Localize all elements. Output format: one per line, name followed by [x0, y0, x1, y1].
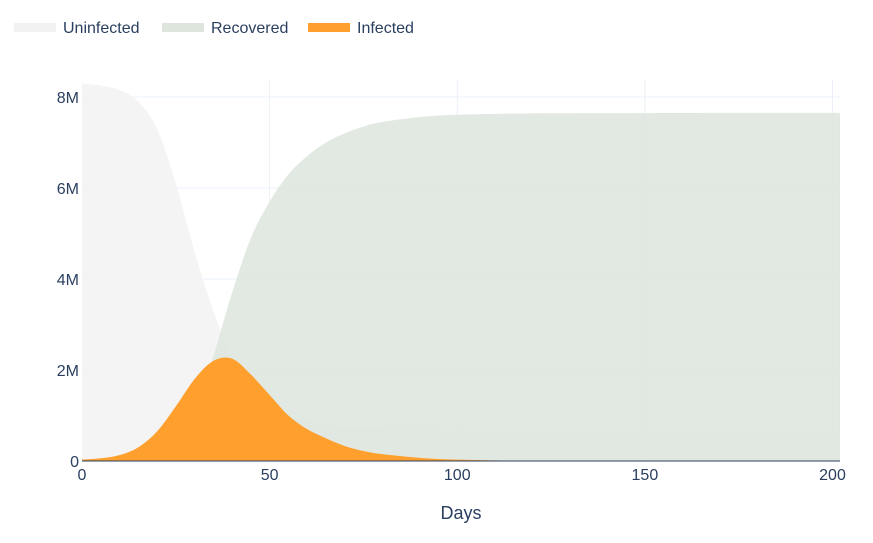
legend-swatch	[308, 23, 350, 32]
legend-item-recovered[interactable]: Recovered	[162, 20, 288, 37]
legend-swatch	[14, 23, 56, 32]
x-tick-label: 100	[444, 467, 471, 484]
y-tick-label: 2M	[57, 363, 79, 380]
y-tick-label: 0	[70, 454, 79, 471]
area-recovered	[82, 112, 840, 461]
x-axis-title: Days	[440, 503, 481, 523]
legend-label: Recovered	[211, 20, 288, 37]
legend-label: Uninfected	[63, 20, 140, 37]
area-infected	[82, 357, 840, 461]
y-tick-label: 6M	[57, 181, 79, 198]
plot-areas	[82, 83, 840, 461]
area-uninfected	[82, 83, 840, 461]
y-tick-label: 8M	[57, 90, 79, 107]
y-tick-label: 4M	[57, 272, 79, 289]
legend-swatch	[162, 23, 204, 32]
x-tick-label: 0	[78, 467, 87, 484]
x-tick-label: 200	[819, 467, 846, 484]
x-axis-ticks: 0 50 100 150 200	[78, 467, 846, 484]
legend-label: Infected	[357, 20, 414, 37]
y-axis-ticks: 0 2M 4M 6M 8M	[57, 90, 79, 471]
legend-item-uninfected[interactable]: Uninfected	[14, 20, 140, 37]
x-tick-label: 50	[261, 467, 279, 484]
x-tick-label: 150	[632, 467, 659, 484]
legend[interactable]: Uninfected Recovered Infected	[14, 20, 414, 37]
legend-item-infected[interactable]: Infected	[308, 20, 414, 37]
